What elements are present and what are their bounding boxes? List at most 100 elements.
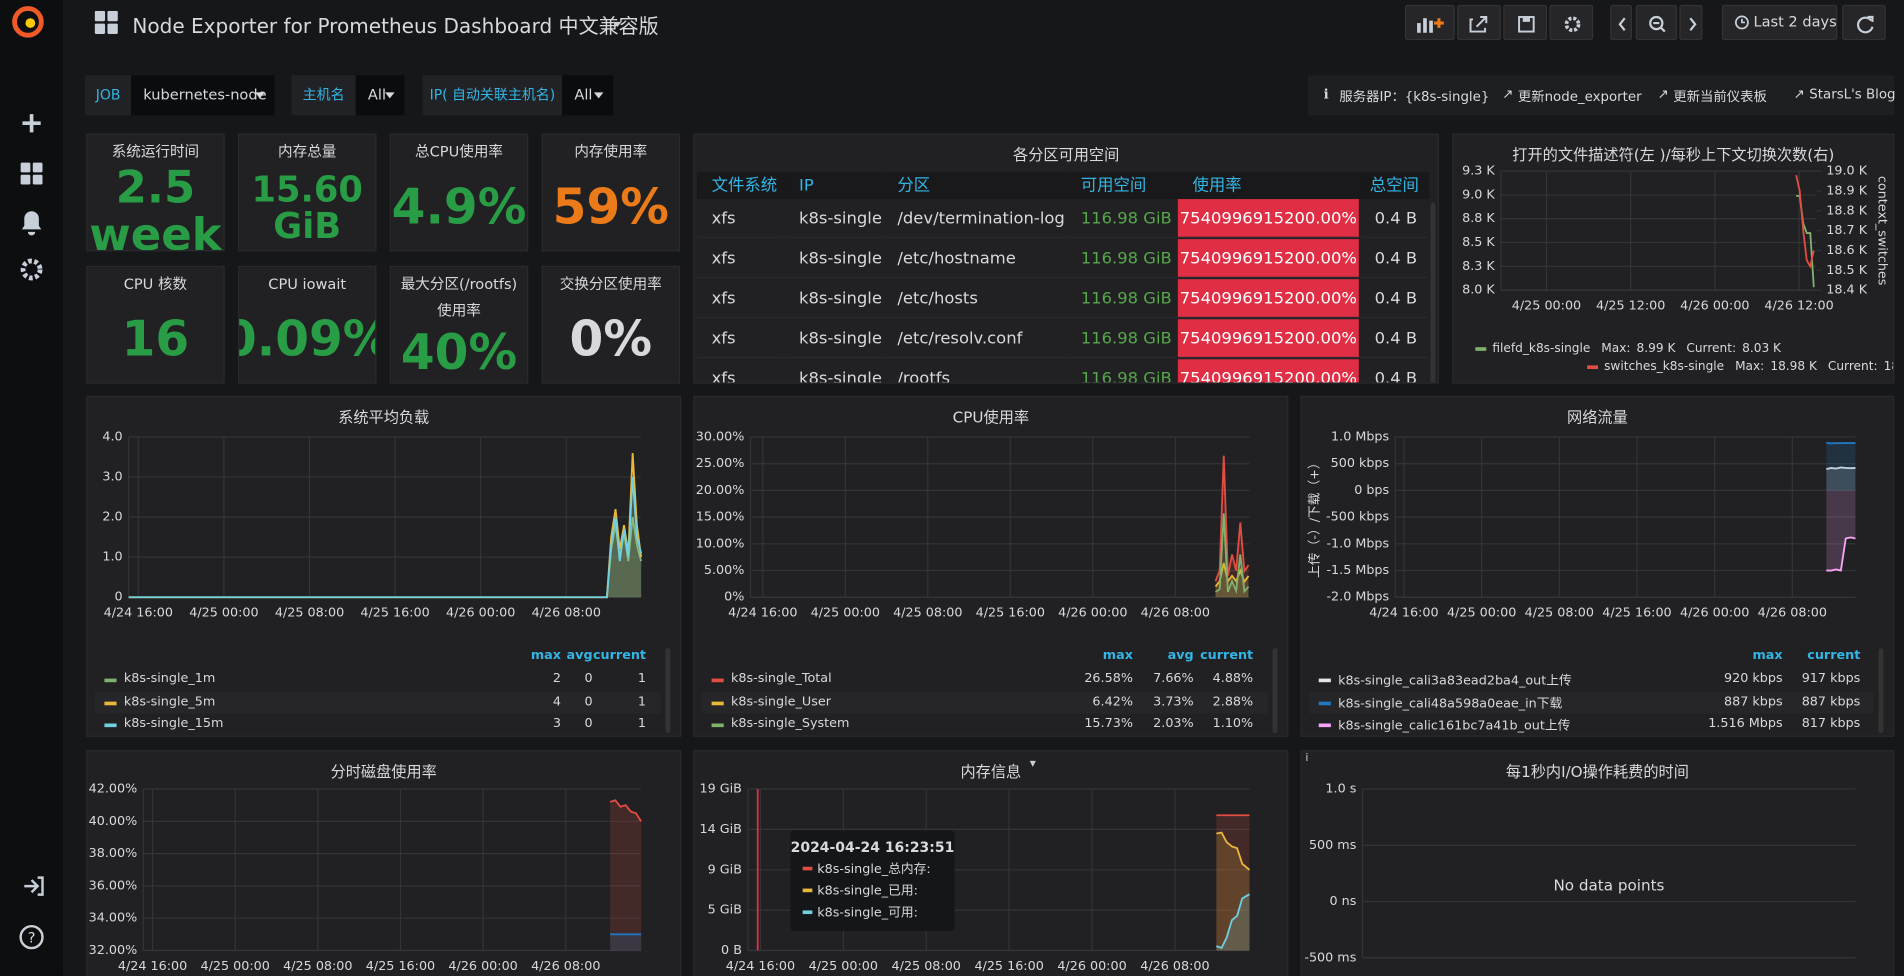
legend-header[interactable]: current: [1200, 648, 1254, 663]
x-tick-label: 4/25 16:00: [366, 959, 435, 974]
dashboard-title[interactable]: Node Exporter for Prometheus Dashboard 中…: [132, 14, 659, 38]
legend-scrollbar: [665, 648, 671, 734]
variable-label: IP( 自动关联主机名): [422, 75, 563, 116]
x-tick-label: 4/25 08:00: [275, 606, 344, 621]
column-header[interactable]: 总空间: [1360, 172, 1430, 200]
series-area: [1215, 513, 1249, 598]
legend-header[interactable]: max: [530, 648, 562, 663]
legend-name[interactable]: k8s-single_User: [731, 693, 831, 709]
time-back-button[interactable]: [1610, 4, 1633, 41]
x-tick-label: 4/25 16:00: [974, 959, 1043, 974]
graph-panel: 内存信息 0 B 5 GiB 9 GiB 14 GiB 19 GiB 4/24 16:00 4…: [693, 750, 1289, 976]
y-tick-label: 9.0 K: [1462, 187, 1495, 202]
column-header[interactable]: 分区: [882, 172, 1067, 200]
table-cell: 116.98 GiB: [1066, 319, 1177, 359]
signin-icon[interactable]: [24, 876, 44, 896]
refresh-button[interactable]: [1842, 4, 1886, 41]
tooltip-swatch: [802, 910, 813, 915]
dashboards-icon[interactable]: [20, 162, 43, 185]
stat-value-box: 16: [87, 297, 223, 382]
stat-panel: 内存总量 15.60 GiB: [238, 133, 377, 252]
series-area: [1826, 442, 1856, 491]
share-button[interactable]: [1457, 4, 1501, 41]
x-tick-label: 4/25 00:00: [809, 959, 878, 974]
x-tick-label: 4/25 08:00: [283, 959, 352, 974]
table-cell: xfs: [697, 199, 784, 238]
legend-value: 0: [584, 671, 593, 686]
table-cell: 7540996915200.00%: [1177, 279, 1359, 319]
legend-name[interactable]: k8s-single_calic161bc7a41b_out上传: [1338, 718, 1571, 734]
tooltip-row: k8s-single_可用:: [791, 899, 955, 921]
save-button[interactable]: [1503, 4, 1548, 41]
caret: [593, 92, 604, 99]
dropdown-caret: [255, 92, 265, 99]
legend-name[interactable]: k8s-single_15m: [123, 716, 224, 731]
dashboard-link[interactable]: 服务器IP：{k8s-single}: [1339, 88, 1490, 105]
x-tick-label: 4/24 16:00: [728, 606, 797, 621]
y-tick-label: 1.0 s: [1325, 782, 1356, 797]
legend-name[interactable]: filefd_k8s-single: [1492, 342, 1591, 356]
column-header[interactable]: 使用率: [1177, 172, 1361, 200]
settings-button[interactable]: [1549, 4, 1594, 41]
stat-panel: CPU 核数 16: [86, 265, 225, 384]
help-icon[interactable]: [19, 924, 44, 950]
y2-axis-label: context_switches: [1875, 176, 1890, 286]
legend-name[interactable]: k8s-single_cali3a83ead2ba4_out上传: [1338, 673, 1572, 689]
config-icon[interactable]: [20, 258, 43, 281]
x-tick-label: 4/25 08:00: [1525, 606, 1594, 621]
legend-swatch: [1475, 347, 1487, 351]
add-panel-button[interactable]: [1404, 4, 1455, 41]
dashboard-link[interactable]: StarsL's Blog: [1809, 86, 1896, 102]
time-picker[interactable]: Last 2 days: [1721, 4, 1838, 41]
series-line: [128, 452, 643, 599]
series-line: [1215, 513, 1250, 595]
y-tick-label: 4.0: [102, 430, 122, 445]
stat-title: 内存使用率: [574, 143, 648, 161]
panel-title: 每1秒内I/O操作耗费的时间: [1505, 762, 1689, 781]
legend-header[interactable]: avg: [566, 648, 593, 663]
dashboard-icon[interactable]: [94, 10, 119, 35]
legend-name[interactable]: k8s-single_cali48a598a0eae_in下载: [1338, 696, 1563, 711]
y-tick-label: 38.00%: [89, 846, 138, 861]
column-header[interactable]: 文件系统: [697, 172, 785, 200]
column-header[interactable]: 可用空间: [1066, 172, 1178, 200]
variable-value[interactable]: kubernetes-node: [131, 75, 275, 116]
add-icon[interactable]: [22, 114, 41, 133]
legend-name[interactable]: k8s-single_System: [731, 716, 850, 731]
time-range: Last 2 days: [1753, 13, 1837, 31]
column-header[interactable]: IP: [784, 172, 883, 200]
variable-value[interactable]: All: [562, 75, 614, 116]
legend-name[interactable]: k8s-single_5m: [123, 693, 216, 709]
table-cell: 0.4 B: [1360, 279, 1429, 319]
zoom-out-button[interactable]: [1635, 4, 1677, 41]
legend-value: 3: [552, 716, 562, 731]
table-cell: 7540996915200.00%: [1177, 319, 1359, 359]
legend-name[interactable]: k8s-single_1m: [123, 671, 216, 686]
legend-header[interactable]: max: [1752, 648, 1783, 663]
chart: -2.0 Mbps -1.5 Mbps -1.0 Mbps -500 kbps 0 bp…: [1308, 430, 1856, 621]
legend-name[interactable]: switches_k8s-single: [1604, 360, 1725, 374]
legend-swatch: [104, 678, 117, 683]
legend-row: switches_k8s-single Max: 18.98 K Current: 18…: [1587, 360, 1893, 374]
variable-value[interactable]: All: [355, 75, 405, 116]
legend-header[interactable]: current: [592, 648, 647, 663]
alert-icon[interactable]: [21, 211, 42, 236]
x-tick-label: 4/24 16:00: [1369, 606, 1438, 621]
dashboard-link[interactable]: 更新当前仪表板: [1673, 88, 1767, 105]
legend-name[interactable]: k8s-single_Total: [731, 671, 832, 686]
time-forward-button[interactable]: [1679, 4, 1703, 41]
chart: 8.0 K 8.3 K 8.5 K 8.8 K 9.0 K 9.3 K 18.4 K 18.5…: [1462, 164, 1890, 314]
legend-value: 6.42%: [1092, 693, 1133, 709]
dashboard-link[interactable]: 更新node_exporter: [1517, 88, 1642, 105]
stat-unit: week: [89, 208, 222, 252]
legend-label: Max:: [1601, 342, 1631, 356]
y2-tick-label: 18.5 K: [1826, 263, 1867, 278]
legend-header[interactable]: current: [1807, 648, 1861, 663]
legend-header[interactable]: max: [1102, 648, 1133, 663]
logo[interactable]: [12, 6, 44, 38]
legend-header[interactable]: avg: [1167, 648, 1194, 663]
y-tick-label: 1.0 Mbps: [1331, 430, 1389, 445]
legend-label: Current:: [1827, 360, 1878, 374]
stat-value-box: 0%: [543, 297, 679, 382]
